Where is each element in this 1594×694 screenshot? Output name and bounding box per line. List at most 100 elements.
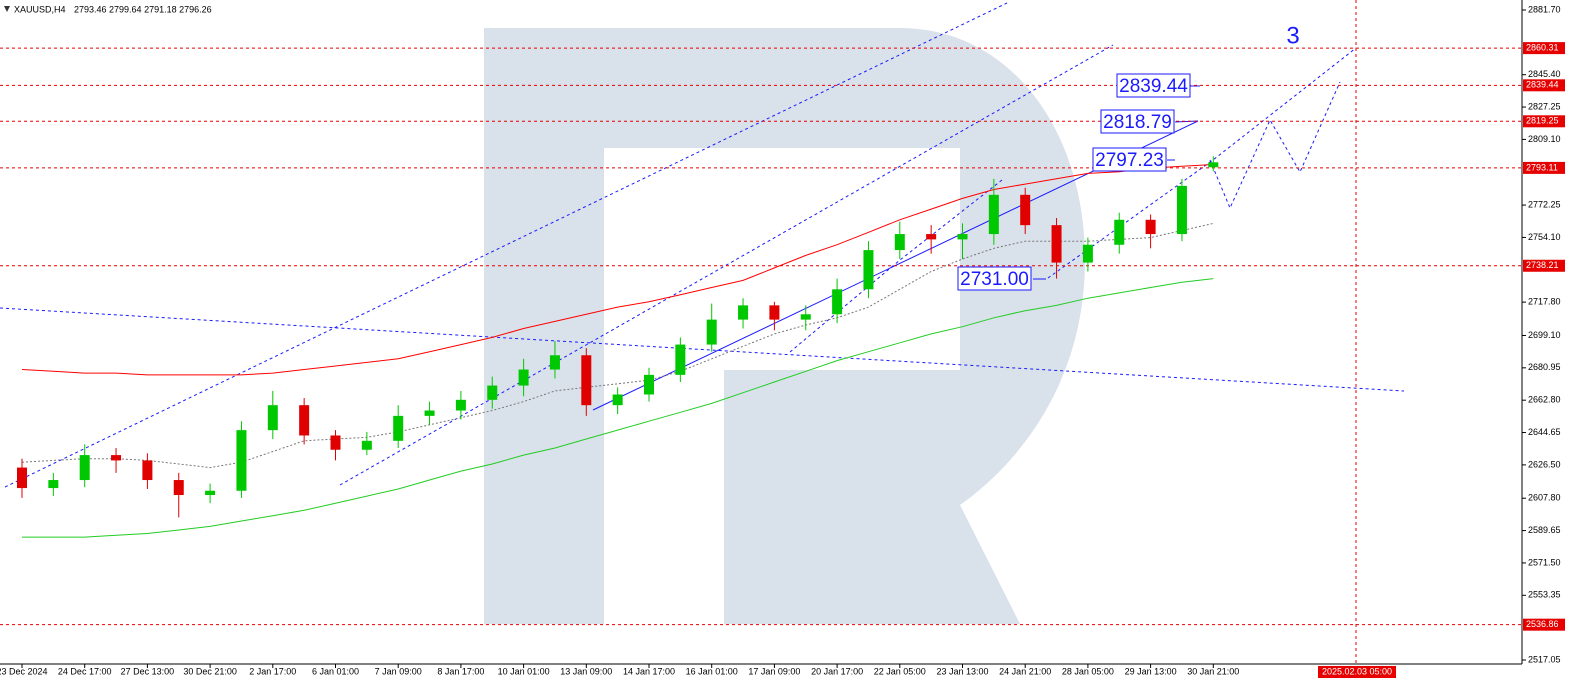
y-tick-label: 2809.10 <box>1528 134 1561 144</box>
candle-body <box>330 435 341 450</box>
time-marker-box <box>1318 666 1396 678</box>
y-tick-label: 2699.10 <box>1528 330 1561 340</box>
candle-body <box>581 355 592 406</box>
y-tick-label: 2589.65 <box>1528 525 1561 535</box>
candle-body <box>1114 219 1125 245</box>
x-tick-label: 17 Jan 09:00 <box>748 666 800 676</box>
candle-body <box>1145 219 1156 235</box>
level-label: 2819.25 <box>1526 116 1559 126</box>
symbol-icon <box>4 6 10 12</box>
x-tick-label: 16 Jan 01:00 <box>686 666 738 676</box>
candle-body <box>487 385 498 400</box>
candle-body <box>393 415 404 441</box>
x-tick-label: 30 Jan 21:00 <box>1187 666 1239 676</box>
y-tick-label: 2517.05 <box>1528 654 1561 664</box>
x-tick-label: 2 Jan 17:00 <box>249 666 296 676</box>
candle-body <box>173 480 184 496</box>
candle-body <box>832 289 843 315</box>
trend-line <box>0 307 1405 392</box>
y-tick-label: 2662.80 <box>1528 395 1561 405</box>
candle-body <box>1020 194 1031 226</box>
candle-body <box>17 467 27 489</box>
candle-body <box>863 250 874 290</box>
candle-body <box>644 374 654 395</box>
level-label: 2839.44 <box>1526 80 1559 90</box>
candle-body <box>926 234 937 240</box>
y-tick-label: 2827.25 <box>1528 101 1561 111</box>
x-tick-label: 28 Jan 05:00 <box>1062 666 1114 676</box>
price-label-box <box>957 266 1032 291</box>
watermark <box>484 28 1085 624</box>
y-tick-label: 2571.50 <box>1528 557 1561 567</box>
candle-body <box>549 355 560 370</box>
y-tick-label: 2754.10 <box>1528 232 1561 242</box>
y-tick-label: 2772.25 <box>1528 199 1561 209</box>
level-label-box <box>1523 42 1565 55</box>
x-tick-label: 13 Jan 09:00 <box>560 666 612 676</box>
candle-body <box>299 405 310 436</box>
symbol-title: XAUUSD,H4 <box>14 4 66 14</box>
x-tick-label: 24 Jan 21:00 <box>999 666 1051 676</box>
y-tick-label: 2607.80 <box>1528 493 1561 503</box>
candle-body <box>48 480 59 489</box>
price-label-box <box>1092 147 1167 172</box>
channel-line <box>1047 47 1357 279</box>
candle-body <box>1208 162 1219 168</box>
x-tick-label: 8 Jan 17:00 <box>437 666 484 676</box>
time-marker-label: 2025.02.03 05:00 <box>1322 666 1392 676</box>
level-label: 2860.31 <box>1526 42 1559 52</box>
y-tick-label: 2644.65 <box>1528 427 1561 437</box>
price-label: 2818.79 <box>1103 112 1172 133</box>
candle-body <box>894 234 905 251</box>
x-tick-label: 23 Jan 13:00 <box>936 666 988 676</box>
x-tick-label: 23 Dec 2024 <box>0 666 48 676</box>
wave-line <box>789 179 1003 353</box>
price-label: 2839.44 <box>1119 76 1188 97</box>
channel-line <box>339 44 1114 486</box>
candle-body <box>79 455 90 481</box>
moving-average <box>22 278 1214 538</box>
x-tick-label: 7 Jan 09:00 <box>375 666 422 676</box>
candle-body <box>1082 244 1093 263</box>
candle-body <box>738 305 749 320</box>
x-tick-label: 27 Dec 13:00 <box>121 666 175 676</box>
moving-average <box>21 164 1214 376</box>
y-tick-label: 2717.80 <box>1528 297 1561 307</box>
x-tick-label: 14 Jan 17:00 <box>623 666 675 676</box>
candle-body <box>1176 185 1187 235</box>
forecast-line <box>1209 81 1341 210</box>
wave-label: 3 <box>1286 22 1299 49</box>
price-label: 2731.00 <box>960 269 1029 290</box>
candle-body <box>1051 225 1062 263</box>
y-tick-label: 2626.50 <box>1528 459 1561 469</box>
candle-body <box>205 490 216 496</box>
candle-body <box>111 455 122 461</box>
level-label: 2536.86 <box>1526 619 1559 629</box>
level-label-box <box>1523 79 1565 92</box>
candle-body <box>769 305 780 320</box>
x-tick-label: 24 Dec 17:00 <box>58 666 112 676</box>
x-tick-label: 6 Jan 01:00 <box>312 666 359 676</box>
x-tick-label: 29 Jan 13:00 <box>1125 666 1177 676</box>
y-tick-label: 2553.35 <box>1528 590 1561 600</box>
candle-body <box>518 369 529 386</box>
candle-body <box>988 194 999 235</box>
candle-body <box>675 344 686 375</box>
ohlc-text: 2793.46 2799.64 2791.18 2796.26 <box>74 4 212 14</box>
candle-body <box>800 314 811 320</box>
candle-body <box>612 394 623 406</box>
level-label: 2738.21 <box>1526 260 1559 270</box>
candle-body <box>424 410 435 416</box>
candle-body <box>455 399 466 411</box>
level-label-box <box>1523 161 1565 174</box>
x-tick-label: 30 Dec 21:00 <box>183 666 237 676</box>
candle-body <box>706 319 717 345</box>
candle-body <box>236 430 247 491</box>
level-label-box <box>1523 115 1565 128</box>
price-label-box <box>1100 109 1175 134</box>
x-tick-label: 20 Jan 17:00 <box>811 666 863 676</box>
price-label-box <box>1116 73 1191 98</box>
candle-body <box>957 234 968 240</box>
price-label: 2797.23 <box>1095 150 1164 171</box>
